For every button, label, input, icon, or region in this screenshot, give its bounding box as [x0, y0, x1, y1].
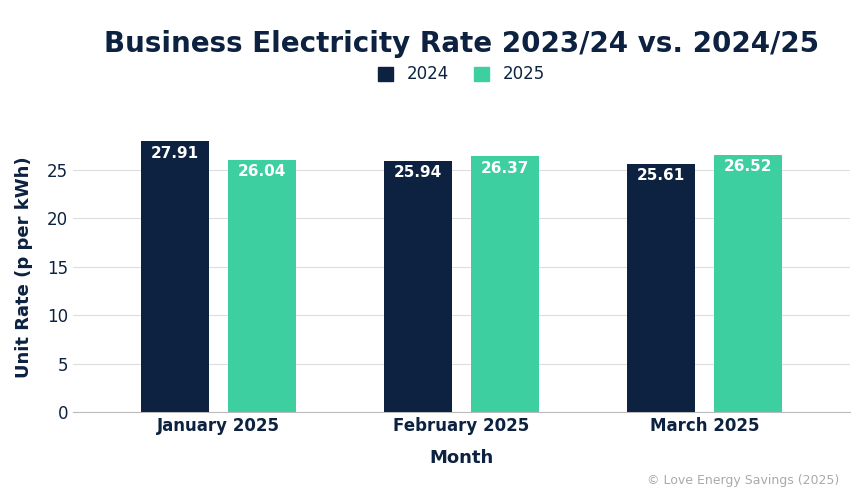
Bar: [141, 142, 208, 412]
X-axis label: Month: Month: [429, 449, 494, 467]
Text: 26.52: 26.52: [724, 159, 772, 174]
Text: 25.94: 25.94: [394, 165, 442, 180]
Bar: [228, 159, 297, 412]
Text: 26.04: 26.04: [238, 164, 286, 179]
Title: Business Electricity Rate 2023/24 vs. 2024/25: Business Electricity Rate 2023/24 vs. 20…: [104, 30, 819, 58]
Legend: 2024, 2025: 2024, 2025: [378, 65, 545, 84]
Y-axis label: Unit Rate (p per kWh): Unit Rate (p per kWh): [15, 156, 33, 378]
Bar: [471, 156, 539, 412]
Bar: [626, 164, 695, 412]
Bar: [384, 160, 452, 412]
Text: © Love Energy Savings (2025): © Love Energy Savings (2025): [647, 474, 839, 487]
Text: 26.37: 26.37: [481, 160, 529, 176]
Text: 27.91: 27.91: [151, 146, 199, 161]
Bar: [714, 155, 782, 412]
Text: 25.61: 25.61: [637, 168, 685, 183]
